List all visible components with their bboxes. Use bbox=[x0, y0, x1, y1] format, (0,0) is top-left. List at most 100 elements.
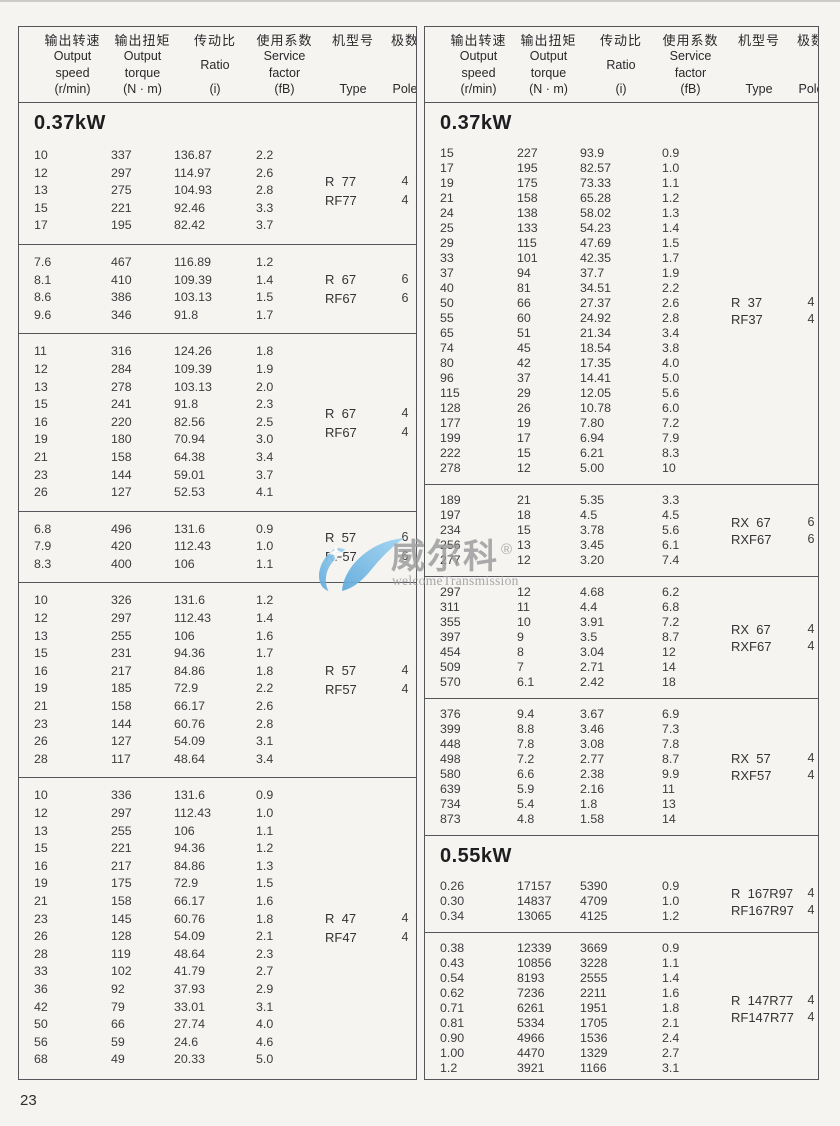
cell-output-speed: 23 bbox=[34, 911, 48, 926]
table-row: 0.30 14837 4709 1.0 bbox=[425, 894, 719, 909]
pole-value: 4 bbox=[807, 1009, 815, 1024]
cell-output-torque: 26 bbox=[517, 401, 531, 415]
cell-ratio: 27.37 bbox=[580, 296, 612, 310]
table-row: 0.62 7236 2211 1.6 bbox=[425, 986, 719, 1001]
cell-output-torque: 278 bbox=[111, 379, 132, 394]
cell-output-speed: 0.71 bbox=[440, 1001, 465, 1015]
cell-output-speed: 6.8 bbox=[34, 521, 52, 536]
cell-ratio: 58.02 bbox=[580, 206, 612, 220]
cell-output-torque: 45 bbox=[517, 341, 531, 355]
cell-ratio: 94.36 bbox=[174, 646, 206, 661]
cell-output-speed: 12 bbox=[34, 165, 48, 180]
header-label: (r/min) bbox=[460, 81, 497, 96]
cell-service-factor: 2.3 bbox=[256, 946, 274, 961]
table-row: 33 102 41.79 2.7 bbox=[19, 963, 313, 981]
cell-output-speed: 570 bbox=[440, 675, 461, 689]
table-row: 7.9 420 112.43 1.0 bbox=[19, 538, 313, 556]
cell-output-torque: 117 bbox=[111, 751, 131, 766]
pole-value: 6 bbox=[807, 531, 815, 546]
table-row: 13 275 104.93 2.8 bbox=[19, 182, 313, 200]
cell-output-torque: 5334 bbox=[517, 1016, 545, 1030]
cell-ratio: 14.41 bbox=[580, 371, 612, 385]
cell-service-factor: 7.2 bbox=[662, 416, 680, 430]
cell-service-factor: 14 bbox=[662, 812, 676, 826]
type-column: R 37 RF37 bbox=[719, 146, 799, 476]
cell-service-factor: 1.0 bbox=[662, 161, 680, 175]
cell-output-torque: 101 bbox=[517, 251, 538, 265]
header-service-factor: 使用系数 Service factor (fB) bbox=[256, 33, 313, 97]
cell-output-speed: 40 bbox=[440, 281, 454, 295]
cell-service-factor: 1.5 bbox=[662, 236, 680, 250]
cell-ratio: 54.09 bbox=[174, 929, 206, 944]
header-label: (i) bbox=[615, 82, 627, 96]
cell-ratio: 64.38 bbox=[174, 449, 206, 464]
cell-output-torque: 275 bbox=[111, 183, 132, 198]
cell-output-torque: 127 bbox=[111, 734, 132, 749]
cell-ratio: 91.8 bbox=[174, 307, 199, 322]
type-label: RF77 bbox=[325, 192, 357, 208]
cell-ratio: 112.43 bbox=[174, 539, 211, 554]
cell-output-torque: 18 bbox=[517, 508, 531, 522]
table-row: 0.54 8193 2555 1.4 bbox=[425, 971, 719, 986]
cell-output-torque: 158 bbox=[517, 191, 538, 205]
cell-service-factor: 4.5 bbox=[662, 508, 680, 522]
cell-output-torque: 195 bbox=[111, 218, 132, 233]
cell-service-factor: 3.7 bbox=[256, 467, 274, 482]
cell-output-speed: 0.34 bbox=[440, 909, 465, 923]
cell-service-factor: 3.7 bbox=[256, 218, 274, 233]
cell-service-factor: 1.9 bbox=[256, 361, 274, 376]
header-label: 机型号 bbox=[331, 33, 374, 48]
cell-service-factor: 1.4 bbox=[256, 611, 274, 626]
cell-service-factor: 2.8 bbox=[256, 183, 274, 198]
cell-output-torque: 51 bbox=[517, 326, 531, 340]
spec-block: 10 326 131.6 1.2 12 297 112.43 1.4 13 255 106 1.6 15… bbox=[19, 582, 416, 777]
pole-value: 4 bbox=[807, 768, 815, 782]
cell-ratio: 3228 bbox=[580, 956, 608, 970]
type-column: RX 67 RXF67 bbox=[719, 493, 799, 568]
table-row: 21 158 65.28 1.2 bbox=[425, 191, 719, 206]
spec-block: 0.26 17157 5390 0.9 0.30 14837 4709 1.0 0.34 1306… bbox=[425, 871, 818, 932]
cell-service-factor: 2.1 bbox=[256, 929, 274, 944]
cell-ratio: 20.33 bbox=[174, 1052, 206, 1067]
table-row: 397 9 3.5 8.7 bbox=[425, 630, 719, 645]
table-row: 11 316 124.26 1.8 bbox=[19, 343, 313, 361]
cell-ratio: 92.46 bbox=[174, 200, 206, 215]
cell-output-torque: 42 bbox=[517, 356, 531, 370]
pole-value: 6 bbox=[401, 549, 409, 564]
spec-table-right: 输出转速 Output speed (r/min) 输出扭矩 Output torque (N… bbox=[424, 26, 819, 1080]
cell-ratio: 48.64 bbox=[174, 751, 206, 766]
cell-service-factor: 1.8 bbox=[256, 911, 274, 926]
cell-output-speed: 16 bbox=[34, 663, 48, 678]
cell-ratio: 4.5 bbox=[580, 508, 598, 522]
cell-output-torque: 19 bbox=[517, 416, 531, 430]
header-label: Type bbox=[339, 82, 367, 96]
cell-ratio: 34.51 bbox=[580, 281, 612, 295]
cell-service-factor: 3.1 bbox=[256, 999, 274, 1014]
cell-output-speed: 0.62 bbox=[440, 986, 465, 1000]
type-label: R 167R97 bbox=[731, 885, 794, 901]
cell-output-speed: 0.81 bbox=[440, 1016, 465, 1030]
cell-output-torque: 13 bbox=[517, 538, 531, 552]
cell-ratio: 109.39 bbox=[174, 272, 212, 287]
cell-ratio: 5390 bbox=[580, 879, 608, 893]
cell-ratio: 33.01 bbox=[174, 999, 206, 1014]
cell-service-factor: 1.7 bbox=[256, 646, 274, 661]
cell-output-torque: 59 bbox=[111, 1034, 125, 1049]
cell-service-factor: 1.5 bbox=[256, 876, 274, 891]
cell-service-factor: 2.1 bbox=[662, 1016, 680, 1030]
cell-output-speed: 19 bbox=[34, 432, 48, 447]
cell-output-torque: 220 bbox=[111, 414, 132, 429]
cell-service-factor: 6.2 bbox=[662, 585, 680, 599]
header-label: torque bbox=[530, 65, 567, 80]
cell-output-torque: 94 bbox=[517, 266, 531, 280]
cell-ratio: 1951 bbox=[580, 1001, 608, 1015]
table-row: 74 45 18.54 3.8 bbox=[425, 341, 719, 356]
cell-service-factor: 1.4 bbox=[662, 221, 680, 235]
cell-output-torque: 175 bbox=[111, 876, 132, 891]
cell-service-factor: 2.3 bbox=[256, 397, 274, 412]
header-label: factor bbox=[268, 65, 301, 80]
spec-block: 10 336 131.6 0.9 12 297 112.43 1.0 13 255 106 1.1 15… bbox=[19, 777, 416, 1078]
spec-table-left: 输出转速 Output speed (r/min) 输出扭矩 Output torque (N… bbox=[18, 26, 417, 1080]
